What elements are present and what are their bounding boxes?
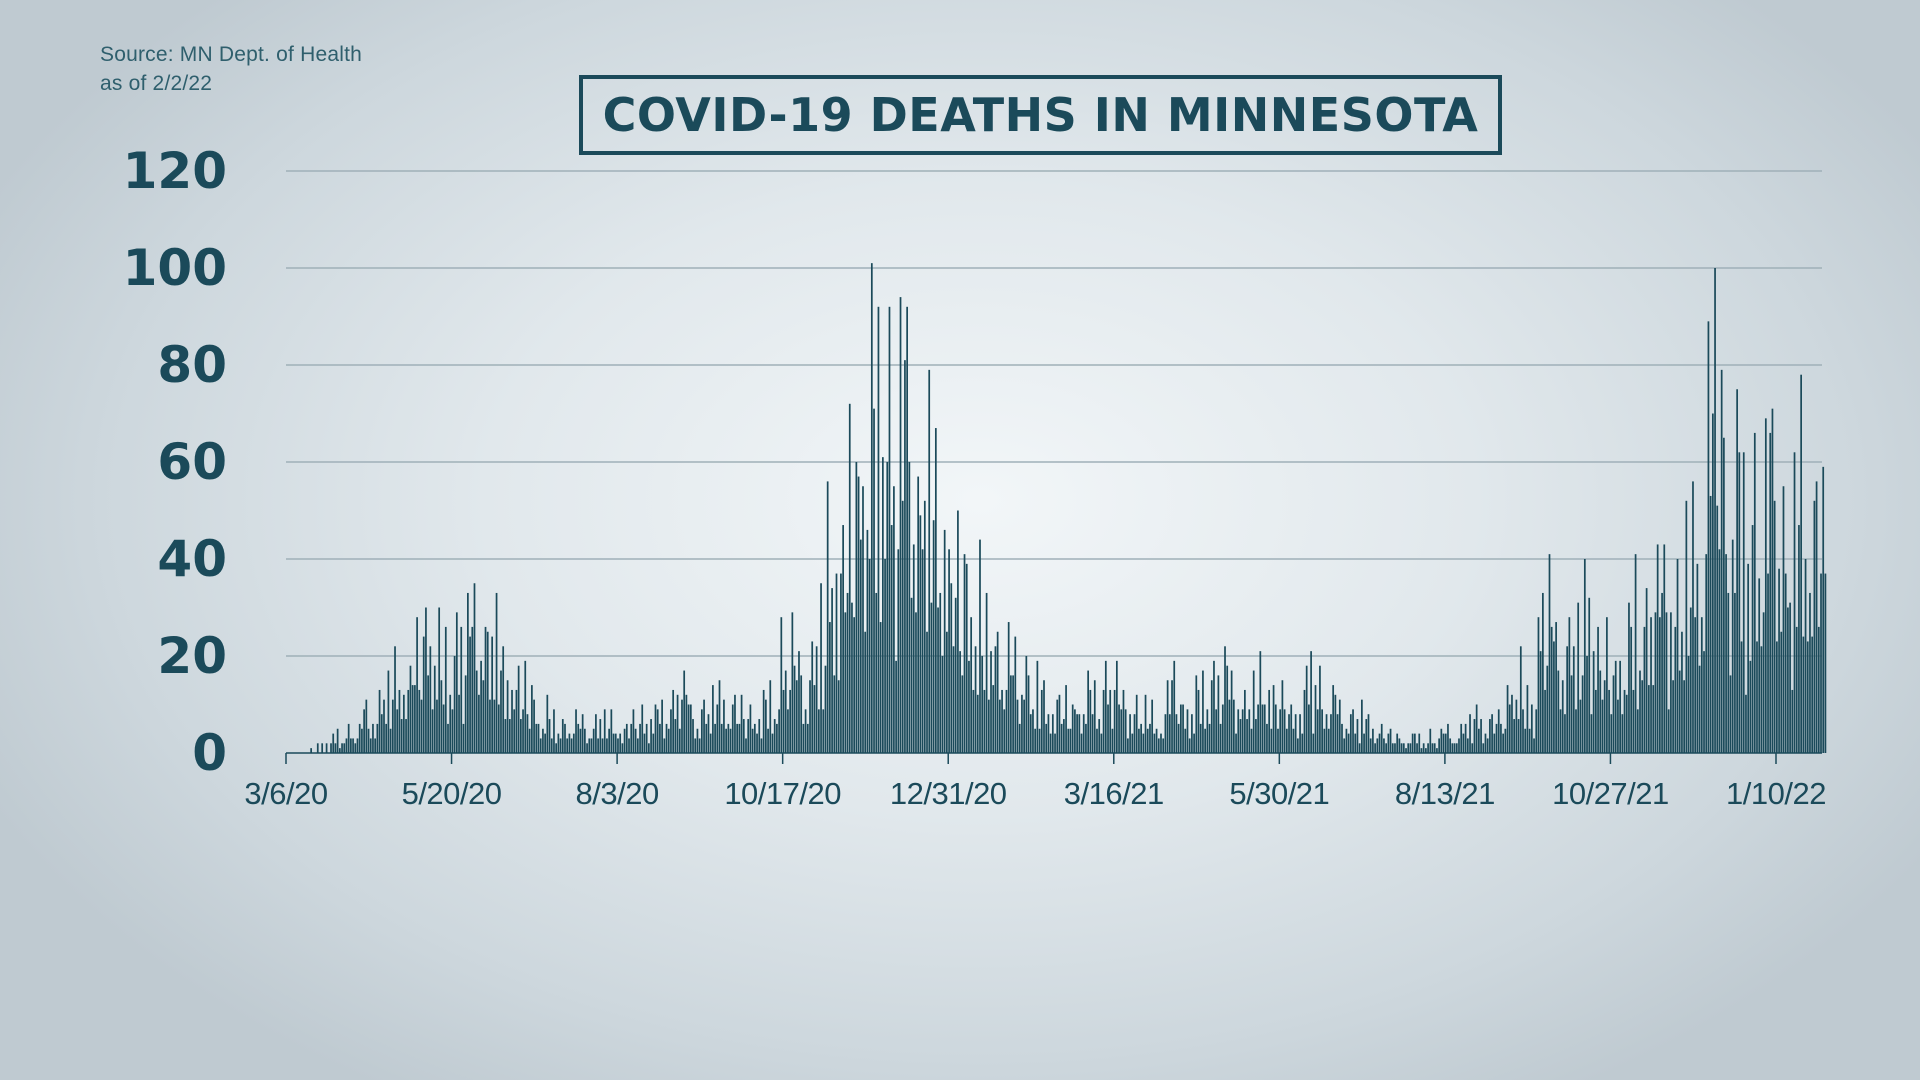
source-note: Source: MN Dept. of Health as of 2/2/22	[100, 40, 362, 98]
source-line: Source: MN Dept. of Health	[100, 43, 362, 66]
chart-title-box: COVID-19 DEATHS IN MINNESOTA	[579, 75, 1502, 155]
x-tick-label: 12/31/20	[889, 776, 1007, 811]
y-tick-label: 40	[157, 530, 227, 588]
x-tick-label: 3/6/20	[244, 776, 328, 811]
y-tick-label: 120	[122, 142, 227, 200]
x-tick-label: 8/13/21	[1394, 776, 1495, 811]
y-tick-label: 100	[122, 239, 227, 297]
y-tick-label: 20	[157, 627, 227, 685]
x-tick-label: 5/20/20	[401, 776, 502, 811]
x-tick-label: 8/3/20	[575, 776, 660, 811]
y-tick-label: 0	[192, 724, 227, 782]
x-tick-label: 1/10/22	[1726, 776, 1826, 811]
bars	[310, 263, 1827, 753]
as-of-date: as of 2/2/22	[100, 72, 213, 95]
y-tick-label: 60	[157, 433, 227, 491]
x-tick-label: 3/16/21	[1063, 776, 1164, 811]
x-tick-label: 10/27/21	[1552, 776, 1669, 811]
x-tick-label: 5/30/21	[1229, 776, 1330, 811]
chart-title: COVID-19 DEATHS IN MINNESOTA	[602, 88, 1479, 142]
x-tick-label: 10/17/20	[724, 776, 841, 811]
y-tick-label: 80	[157, 336, 227, 394]
